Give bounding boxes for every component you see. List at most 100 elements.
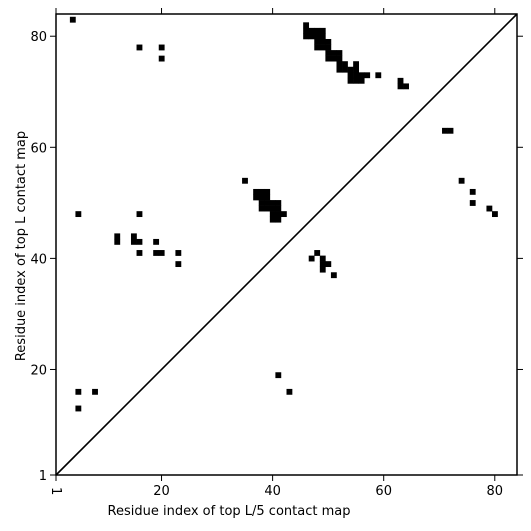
contact-cell: [319, 38, 326, 45]
contact-cell: [397, 83, 404, 90]
contact-cell: [319, 27, 326, 34]
contact-cell: [353, 66, 359, 73]
contact-cell: [114, 233, 121, 240]
contact-cell: [258, 194, 265, 201]
contact-cell: [275, 205, 282, 212]
contact-cell: [264, 200, 271, 206]
contact-cell: [275, 216, 282, 223]
contact-cell: [175, 261, 182, 268]
contact-cell: [158, 44, 165, 51]
contact-cell: [486, 205, 493, 212]
contact-cell: [336, 50, 343, 56]
contact-cell: [303, 33, 310, 40]
contact-cell: [492, 211, 498, 218]
contact-cell: [330, 272, 337, 279]
contact-cell: [308, 33, 315, 40]
contact-cell: [264, 194, 271, 201]
contact-cell: [303, 22, 310, 29]
plot-frame: [55, 13, 518, 476]
contact-cell: [253, 194, 260, 201]
contact-cell: [358, 72, 365, 79]
contact-cell: [136, 44, 143, 51]
contact-cell: [75, 211, 82, 218]
contact-cell: [458, 177, 465, 184]
contact-cell: [280, 211, 287, 218]
contact-cell: [136, 250, 143, 256]
contact-cell: [269, 205, 276, 212]
contact-cell: [347, 72, 354, 79]
contact-cells: [69, 16, 498, 412]
contact-cell: [314, 33, 321, 40]
contact-cell: [375, 72, 382, 79]
contact-cell: [442, 127, 448, 134]
contact-cell: [358, 77, 365, 84]
x-tick-label: 40: [264, 484, 281, 499]
y-tick-label: 80: [30, 30, 47, 45]
contact-cell: [353, 72, 359, 79]
x-tick-label: 60: [375, 484, 392, 499]
contact-cell: [92, 388, 98, 395]
contact-cell: [347, 77, 354, 84]
contact-cell: [308, 27, 315, 34]
y-tick-label: 60: [30, 141, 47, 156]
contact-cell: [403, 83, 409, 90]
contact-cell: [325, 55, 332, 62]
contact-cell: [336, 61, 343, 68]
contact-cell: [353, 77, 359, 84]
contact-cell: [75, 405, 82, 412]
contact-cell: [130, 238, 137, 245]
contact-cell: [130, 233, 137, 240]
y-tick-label: 40: [30, 252, 47, 267]
x-tick-label: 1: [48, 487, 63, 495]
contact-cell: [319, 255, 326, 262]
contact-cell: [330, 55, 337, 62]
contact-cell: [319, 33, 326, 40]
contact-cell: [258, 200, 265, 206]
contact-cell: [158, 250, 165, 256]
contact-cell: [303, 27, 310, 34]
contact-cell: [469, 200, 476, 206]
contact-cell: [325, 50, 332, 56]
contact-cell: [314, 44, 321, 51]
contact-cell: [319, 266, 326, 273]
y-tick-label: 20: [30, 363, 47, 378]
contact-cell: [275, 372, 282, 379]
contact-cell: [136, 238, 143, 245]
contact-cell: [319, 261, 326, 268]
contact-cell: [325, 261, 332, 268]
contact-cell: [75, 388, 82, 395]
contact-cell: [314, 27, 321, 34]
contact-cell: [275, 200, 282, 206]
contact-cell: [325, 38, 332, 45]
contact-cell: [325, 44, 332, 51]
contact-cell: [319, 44, 326, 51]
contact-cell: [136, 211, 143, 218]
contact-cell: [342, 61, 348, 68]
contact-cell: [153, 238, 160, 245]
contact-cell: [158, 55, 165, 62]
contact-cell: [308, 255, 315, 262]
contact-cell: [447, 127, 454, 134]
contact-cell: [269, 211, 276, 218]
contact-cell: [153, 250, 160, 256]
contact-cell: [342, 66, 348, 73]
y-axis-label: Residue index of top L contact map: [14, 131, 29, 361]
contact-cell: [275, 211, 282, 218]
contact-cell: [114, 238, 121, 245]
contact-cell: [269, 216, 276, 223]
x-tick-label: 80: [487, 484, 504, 499]
contact-cell: [336, 55, 343, 62]
contact-cell: [314, 250, 321, 256]
contact-cell: [269, 200, 276, 206]
contact-cell: [336, 66, 343, 73]
contact-cell: [264, 188, 271, 195]
contact-cell: [364, 72, 371, 79]
contact-cell: [258, 205, 265, 212]
contact-cell: [469, 188, 476, 195]
contact-cell: [286, 388, 293, 395]
contact-cell: [253, 188, 260, 195]
contact-cell: [397, 77, 404, 84]
contact-cell: [258, 188, 265, 195]
contact-cell: [330, 50, 337, 56]
